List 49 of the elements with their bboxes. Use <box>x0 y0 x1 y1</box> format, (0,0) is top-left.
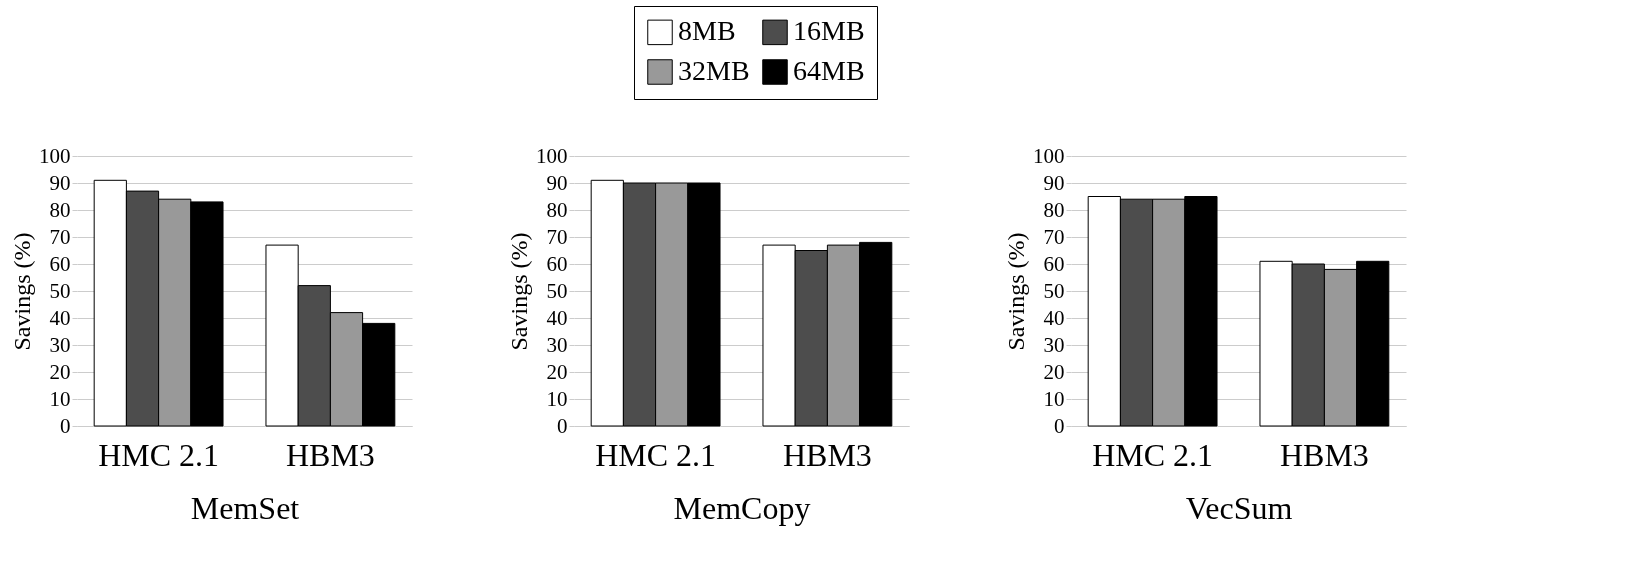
y-tick-label: 90 <box>49 170 71 195</box>
x-axis-title: MemCopy <box>673 489 811 526</box>
y-tick-label: 30 <box>546 332 568 357</box>
x-tick-label: HBM3 <box>285 436 375 473</box>
y-tick-label: 10 <box>49 386 71 411</box>
y-tick-label: 50 <box>49 278 71 303</box>
y-tick-label: 40 <box>546 305 568 330</box>
y-axis-title: Savings (%) <box>506 232 532 351</box>
x-tick-label: HBM3 <box>782 436 872 473</box>
y-tick-label: 60 <box>1043 251 1065 276</box>
y-tick-label: 90 <box>546 170 568 195</box>
y-tick-label: 80 <box>49 197 71 222</box>
y-tick-label: 80 <box>1043 197 1065 222</box>
y-tick-label: 0 <box>1054 413 1065 438</box>
y-tick-label: 100 <box>536 143 568 168</box>
x-axis-title: VecSum <box>1185 489 1293 526</box>
x-tick-label: HMC 2.1 <box>1092 436 1214 473</box>
y-tick-label: 100 <box>39 143 71 168</box>
y-axis-title: Savings (%) <box>9 232 35 351</box>
y-tick-label: 10 <box>546 386 568 411</box>
y-tick-label: 40 <box>49 305 71 330</box>
legend-label: 32MB <box>678 55 750 86</box>
legend-label: 8MB <box>678 15 736 47</box>
legend-label: 16MB <box>793 15 865 47</box>
y-tick-label: 10 <box>1043 386 1065 411</box>
y-tick-label: 100 <box>1033 143 1065 168</box>
y-tick-label: 20 <box>1043 359 1065 384</box>
y-tick-label: 50 <box>546 278 568 303</box>
y-tick-label: 40 <box>1043 305 1065 330</box>
x-axis-title: MemSet <box>190 489 300 526</box>
y-tick-label: 80 <box>546 197 568 222</box>
x-tick-label: HBM3 <box>1279 436 1369 473</box>
y-tick-label: 20 <box>49 359 71 384</box>
y-tick-label: 0 <box>60 413 71 438</box>
y-tick-label: 70 <box>1043 224 1065 249</box>
y-tick-label: 70 <box>546 224 568 249</box>
x-tick-label: HMC 2.1 <box>98 436 220 473</box>
x-tick-label: HMC 2.1 <box>595 436 717 473</box>
y-tick-label: 20 <box>546 359 568 384</box>
y-tick-label: 90 <box>1043 170 1065 195</box>
y-tick-label: 60 <box>49 251 71 276</box>
y-tick-label: 60 <box>546 251 568 276</box>
y-tick-label: 30 <box>1043 332 1065 357</box>
legend-label: 64MB <box>793 55 865 86</box>
y-tick-label: 50 <box>1043 278 1065 303</box>
y-tick-label: 0 <box>557 413 568 438</box>
y-axis-title: Savings (%) <box>1003 232 1029 351</box>
y-tick-label: 70 <box>49 224 71 249</box>
y-tick-label: 30 <box>49 332 71 357</box>
